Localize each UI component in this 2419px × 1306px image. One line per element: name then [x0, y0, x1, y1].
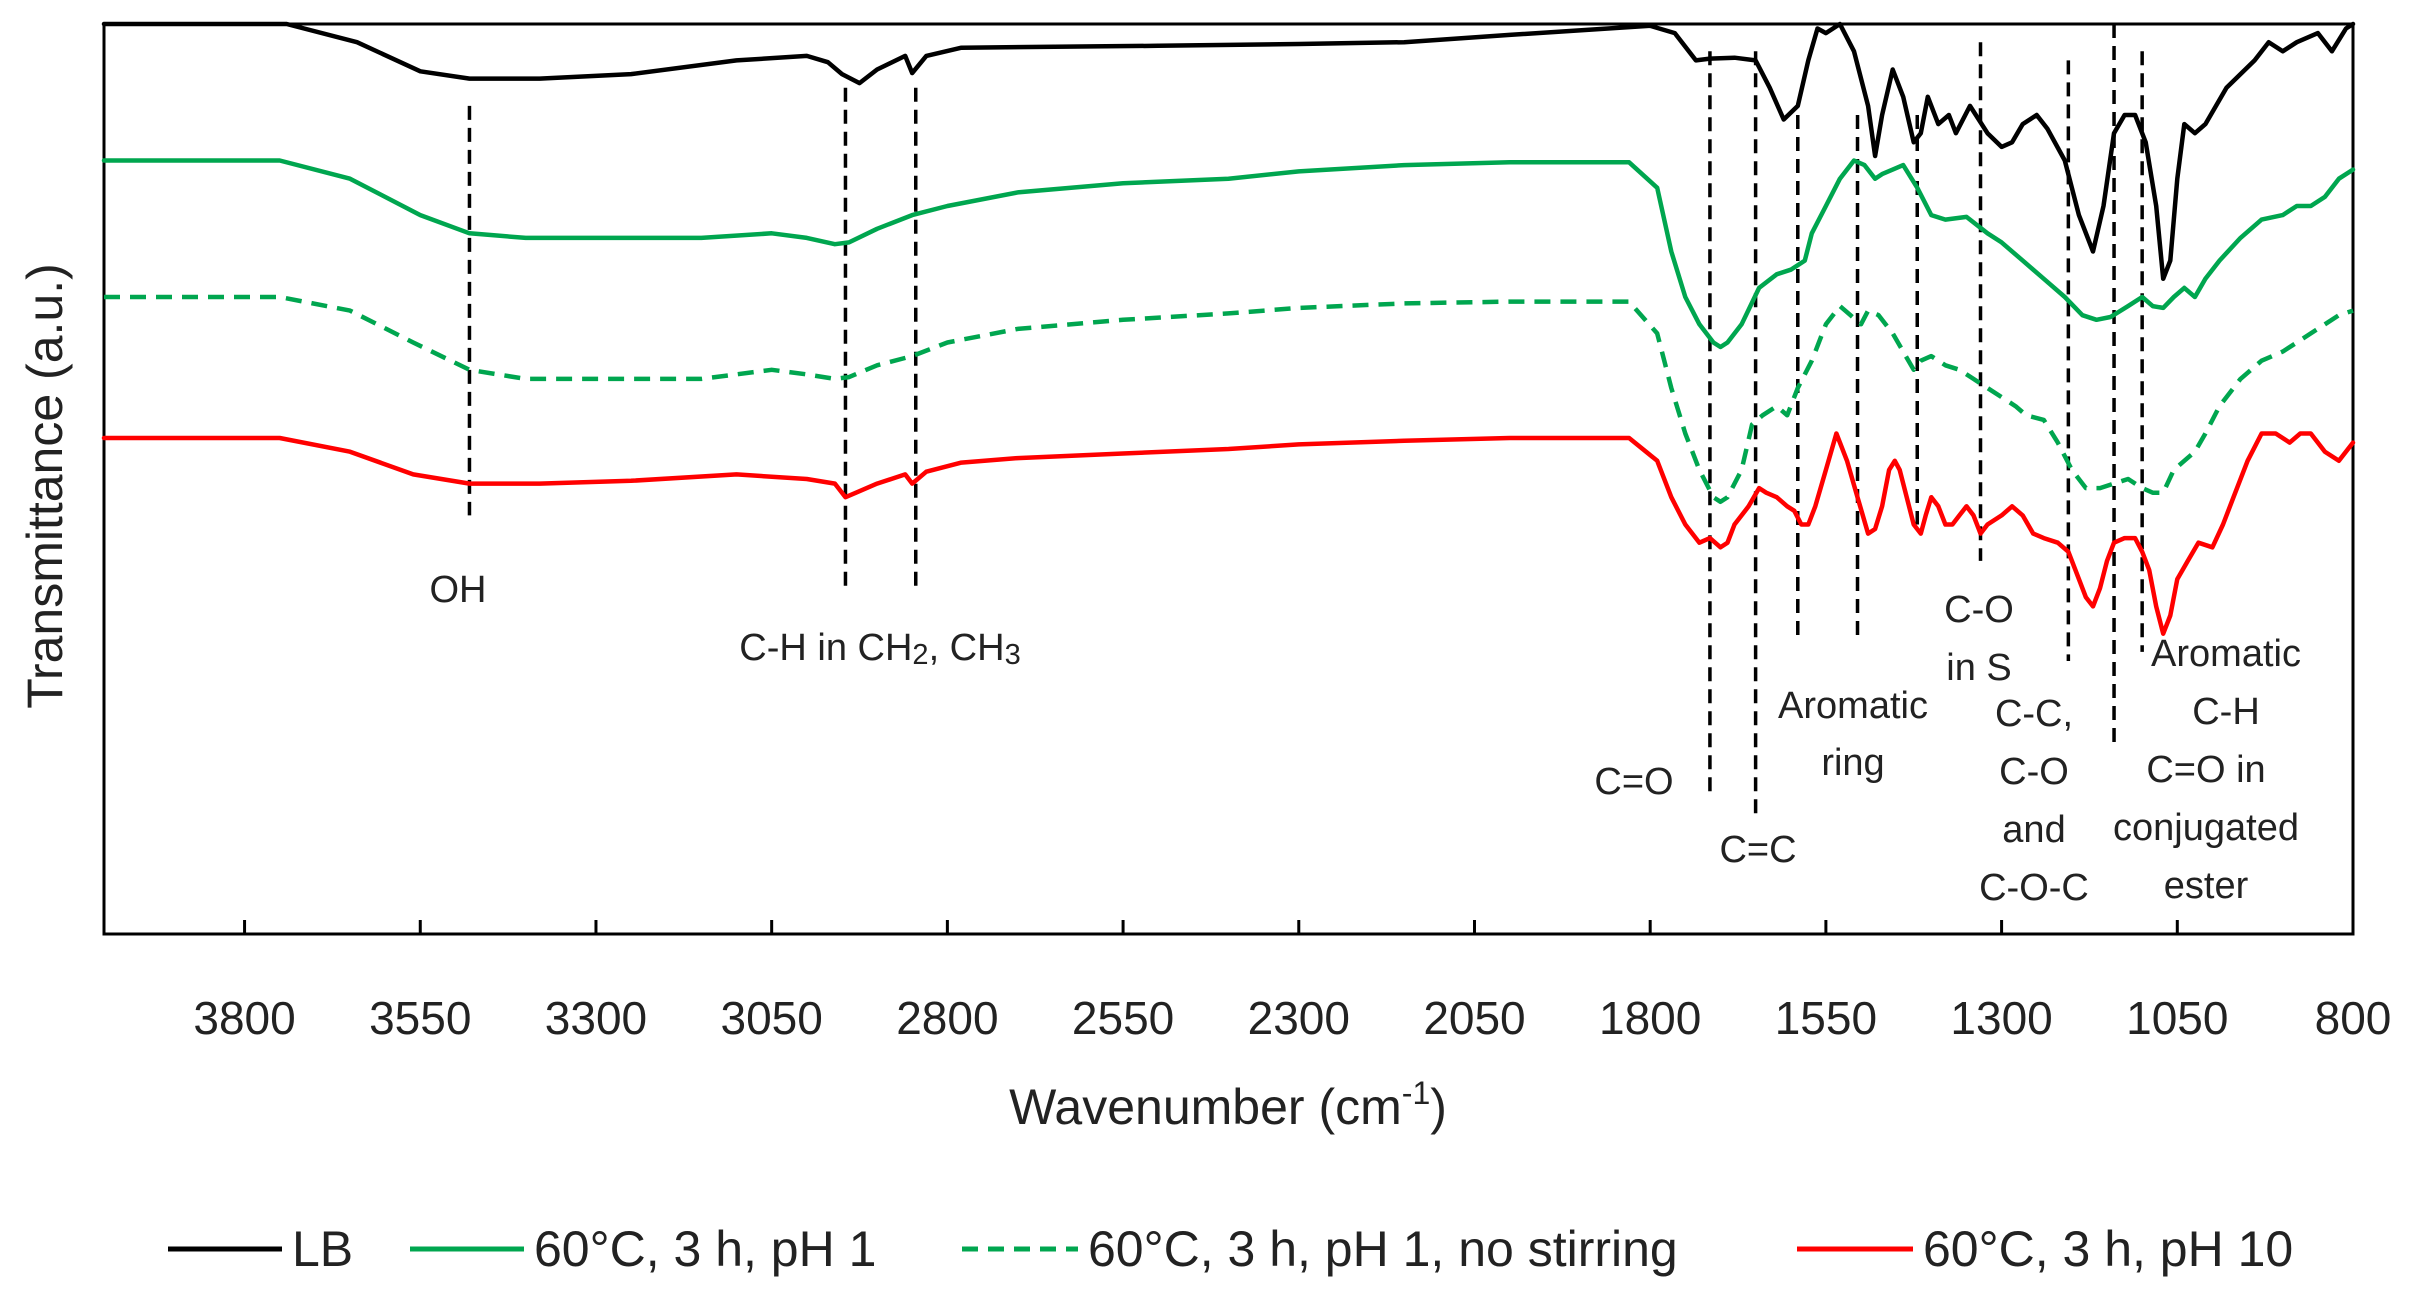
legend-label-3: 60°C, 3 h, pH 1, no stirring — [1088, 1221, 1678, 1277]
annotation-arch-line5: ester — [2164, 865, 2249, 907]
x-tick-label-10: 1550 — [1775, 992, 1877, 1044]
legend: LB 60°C, 3 h, pH 1 60°C, 3 h, pH 1, no sti… — [168, 1221, 2293, 1277]
x-tick-label-12: 1050 — [2126, 992, 2228, 1044]
x-tick-label-6: 2550 — [1072, 992, 1174, 1044]
annotation-ccc-line3: and — [2002, 809, 2065, 851]
series-line-3 — [104, 294, 2354, 505]
x-tick-label-4: 3050 — [721, 992, 823, 1044]
annotation-lines — [467, 24, 2144, 816]
x-tick-label-13: 800 — [2315, 992, 2392, 1044]
annotation-co-double: C=O — [1594, 761, 1673, 803]
legend-label-2: 60°C, 3 h, pH 1 — [534, 1221, 876, 1277]
x-tick-label-1: 3800 — [193, 992, 295, 1044]
series-line-2 — [101, 158, 2356, 350]
annotation-ccc-line4: C-O-C — [1979, 867, 2089, 909]
x-axis-ticks: 3800 3550 3300 3050 2800 2550 2300 2050 1800 1550… — [193, 920, 2391, 1044]
x-axis-title: Wavenumber (cm-1) — [1009, 1075, 1447, 1135]
series-group — [101, 21, 2356, 636]
annotation-ccc-line2: C-O — [1999, 751, 2069, 793]
x-tick-label-11: 1300 — [1950, 992, 2052, 1044]
series-line-4 — [101, 431, 2356, 636]
x-tick-label-3: 3300 — [545, 992, 647, 1044]
annotation-labels: OH C-H in CH2, CH3 C=O C=C Aromatic ring… — [430, 569, 2301, 909]
annotation-ch: C-H in CH2, CH3 — [739, 627, 1020, 671]
x-tick-label-7: 2300 — [1248, 992, 1350, 1044]
legend-label-1: LB — [292, 1221, 353, 1277]
annotation-ccc-line1: C-C, — [1995, 693, 2073, 735]
legend-label-4: 60°C, 3 h, pH 10 — [1923, 1221, 2293, 1277]
annotation-arch-line1: Aromatic — [2151, 633, 2301, 675]
annotation-arch-line4: conjugated — [2113, 807, 2299, 849]
y-axis-title: Transmittance (a.u.) — [17, 263, 73, 709]
plot-area — [102, 22, 2355, 936]
annotation-co-s-line1: C-O — [1944, 589, 2014, 631]
x-tick-label-2: 3550 — [369, 992, 471, 1044]
annotation-cc-double: C=C — [1719, 829, 1796, 871]
annotation-aromatic-ring-line2: ring — [1821, 742, 1884, 784]
x-tick-label-8: 2050 — [1423, 992, 1525, 1044]
annotation-arch-line3: C=O in — [2146, 749, 2265, 791]
annotation-aromatic-ring-line1: Aromatic — [1778, 685, 1928, 727]
x-tick-label-9: 1800 — [1599, 992, 1701, 1044]
annotation-arch-line2: C-H — [2192, 691, 2260, 733]
annotation-oh: OH — [430, 569, 487, 611]
x-tick-label-5: 2800 — [896, 992, 998, 1044]
series-line-1 — [101, 21, 2356, 282]
annotation-co-s-line2: in S — [1946, 647, 2011, 689]
